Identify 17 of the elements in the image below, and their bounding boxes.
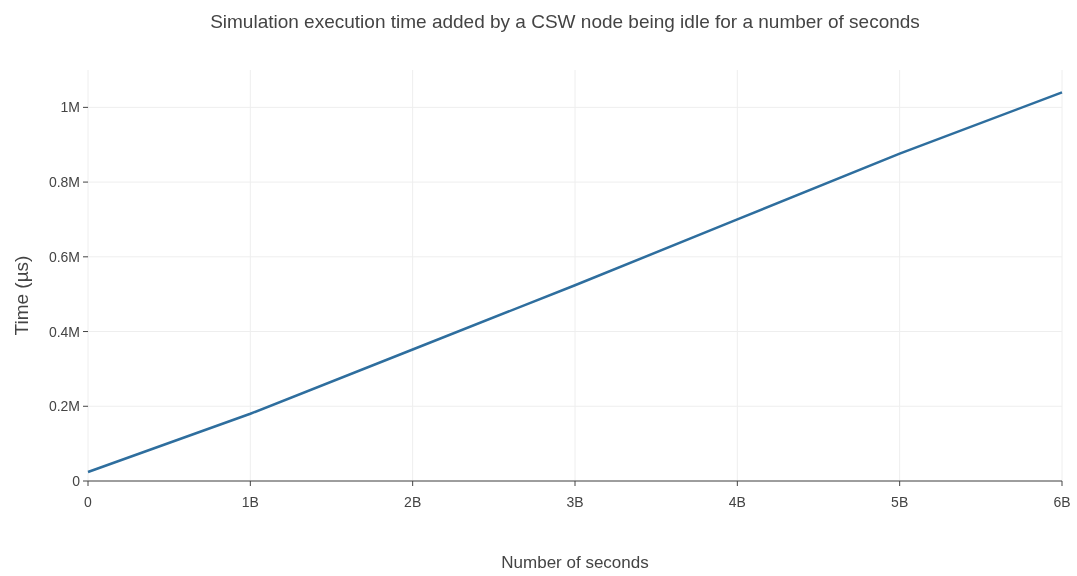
y-tick-label: 0.2M — [48, 398, 80, 415]
x-axis-title: Number of seconds — [501, 553, 649, 572]
x-tick-label: 3B — [566, 494, 584, 510]
x-tick-label: 1B — [241, 494, 259, 510]
y-tick-label: 0.6M — [48, 248, 80, 265]
y-tick-label: 1M — [60, 99, 80, 116]
y-tick-label: 0.8M — [48, 174, 80, 191]
x-tick-label: 6B — [1053, 494, 1071, 510]
y-tick-label: 0 — [72, 473, 81, 489]
chart-title: Simulation execution time added by a CSW node being idle for a number of seconds — [210, 11, 920, 32]
y-tick-label: 0.4M — [48, 323, 80, 340]
x-tick-label: 5B — [891, 494, 909, 510]
x-tick-label: 2B — [404, 494, 422, 510]
line-series — [86, 91, 1064, 474]
x-tick-label: 0 — [84, 494, 93, 510]
y-axis-title: Time (µs) — [11, 255, 32, 336]
x-tick-label: 4B — [728, 494, 746, 510]
